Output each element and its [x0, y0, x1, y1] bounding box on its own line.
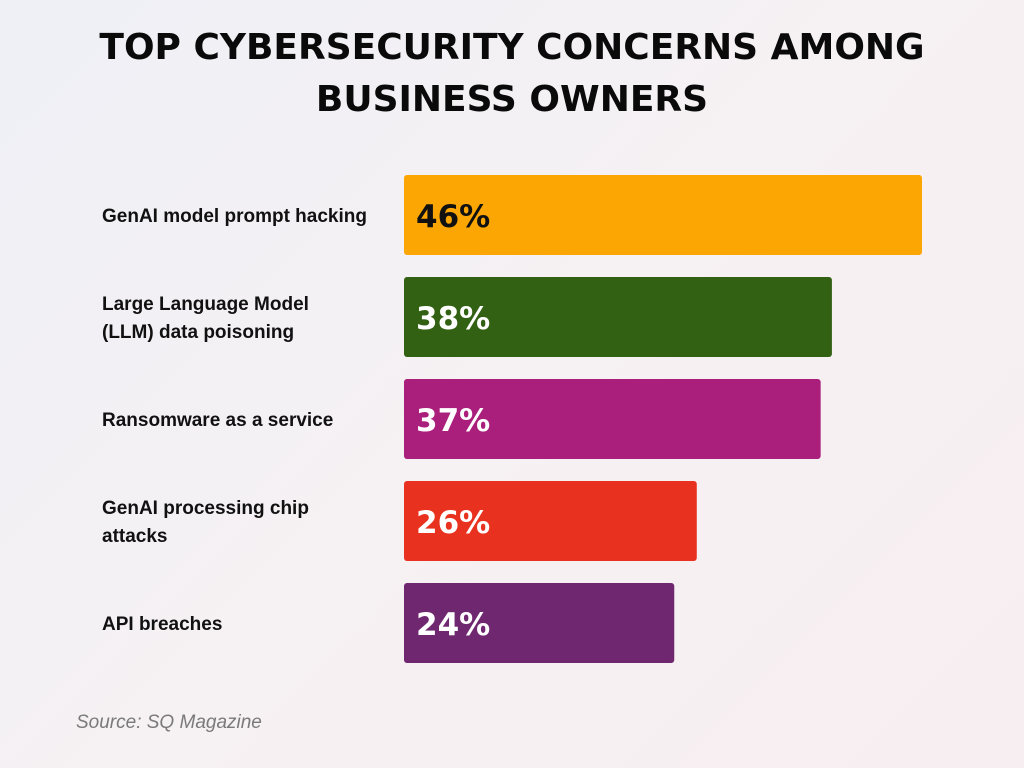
bar — [404, 583, 675, 663]
category-label: Large Language Model (LLM) data poisoning — [102, 294, 309, 343]
source-note: Source: SQ Magazine — [76, 712, 262, 733]
category-label: API breaches — [102, 614, 222, 635]
data-label: 26% — [416, 505, 490, 541]
data-label: 24% — [416, 607, 490, 643]
category-label: GenAI model prompt hacking — [102, 206, 367, 227]
bar — [404, 481, 697, 561]
category-label: GenAI processing chip attacks — [102, 498, 309, 547]
bar — [404, 175, 922, 255]
chart-title: TOP CYBERSECURITY CONCERNS AMONG BUSINES… — [99, 27, 925, 120]
category-label: Ransomware as a service — [102, 410, 333, 431]
data-label: 38% — [416, 301, 490, 337]
data-label: 37% — [416, 403, 490, 439]
bar — [404, 277, 832, 357]
bar — [404, 379, 821, 459]
data-label: 46% — [416, 199, 490, 235]
